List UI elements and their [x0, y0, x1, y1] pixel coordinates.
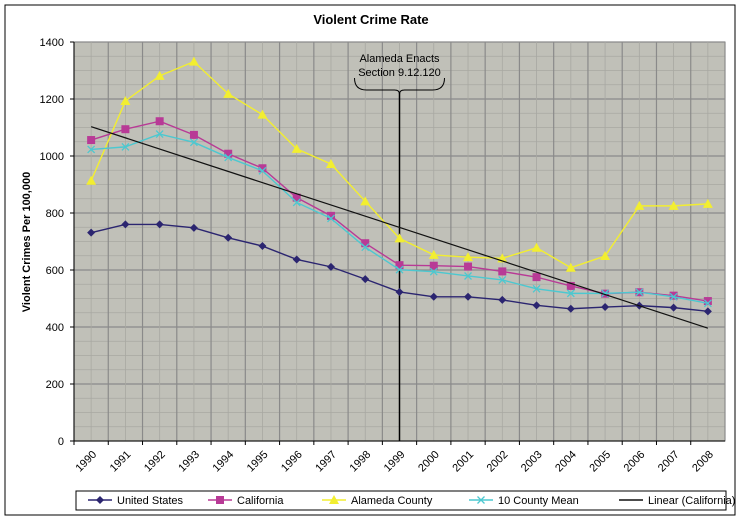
- data-point-united-states: [326, 262, 335, 271]
- data-point-california: [395, 261, 404, 270]
- data-point-united-states: [566, 304, 575, 313]
- legend-marker-united-states: [96, 496, 104, 504]
- legend-marker-alameda-county: [329, 495, 339, 504]
- data-point-alameda-county: [702, 198, 713, 208]
- data-point-united-states: [703, 307, 712, 316]
- data-point-california: [361, 239, 370, 248]
- data-point-united-states: [258, 242, 267, 251]
- data-point-california: [87, 136, 96, 145]
- data-point-10-county-mean: [566, 289, 575, 298]
- data-point-united-states: [464, 292, 473, 301]
- legend-label-10-county-mean: 10 County Mean: [498, 495, 579, 507]
- data-point-united-states: [189, 223, 198, 232]
- data-point-united-states: [155, 220, 164, 229]
- data-point-california: [258, 164, 267, 173]
- data-point-alameda-county: [360, 196, 371, 206]
- data-point-10-county-mean: [87, 145, 96, 154]
- data-point-california: [224, 149, 233, 158]
- data-point-california: [566, 281, 575, 290]
- series-line-linear-california: [90, 126, 709, 329]
- data-point-alameda-county: [600, 251, 611, 261]
- data-point-alameda-county: [565, 262, 576, 272]
- data-point-california: [189, 130, 198, 139]
- legend-marker-10-county-mean: [477, 496, 485, 504]
- data-point-united-states: [224, 233, 233, 242]
- data-point-california: [498, 267, 507, 276]
- data-point-united-states: [669, 303, 678, 312]
- annotation-text-line1: Alameda Enacts: [359, 53, 440, 65]
- data-point-10-county-mean: [361, 243, 370, 252]
- data-point-10-county-mean: [429, 267, 438, 276]
- y-tick-label: 800: [46, 208, 64, 220]
- data-point-california: [532, 273, 541, 282]
- data-point-alameda-county: [154, 70, 165, 80]
- data-point-10-county-mean: [464, 272, 472, 280]
- data-point-united-states: [429, 292, 438, 301]
- legend-label-united-states: United States: [117, 495, 184, 507]
- data-point-10-county-mean: [669, 292, 678, 301]
- legend-box: [75, 490, 727, 511]
- data-point-10-county-mean: [292, 198, 301, 207]
- data-point-alameda-county: [394, 233, 405, 243]
- data-point-united-states: [292, 255, 301, 264]
- chart-title: Violent Crime Rate: [313, 12, 428, 27]
- legend-label-california: California: [237, 495, 284, 507]
- data-point-10-county-mean: [224, 153, 233, 162]
- data-point-california: [292, 193, 301, 202]
- data-point-california: [326, 211, 335, 220]
- legend-label-alameda-county: Alameda County: [351, 495, 433, 507]
- data-point-united-states: [532, 301, 541, 310]
- annotation-text-line2: Section 9.12.120: [358, 67, 441, 79]
- legend-marker-california: [216, 496, 224, 504]
- y-tick-label: 1000: [40, 151, 64, 163]
- data-point-united-states: [498, 295, 507, 304]
- data-point-10-county-mean: [258, 166, 267, 175]
- data-point-california: [121, 125, 130, 134]
- data-point-alameda-county: [531, 242, 542, 252]
- data-point-10-county-mean: [635, 288, 644, 297]
- data-point-united-states: [121, 220, 130, 229]
- data-point-alameda-county: [86, 175, 97, 185]
- y-tick-label: 400: [46, 322, 64, 334]
- y-tick-label: 1200: [40, 94, 64, 106]
- data-point-alameda-county: [223, 88, 234, 98]
- data-point-10-county-mean: [532, 284, 541, 293]
- data-point-alameda-county: [463, 252, 474, 262]
- data-point-california: [669, 291, 678, 300]
- y-tick-label: 0: [58, 436, 64, 448]
- annotation-brace: [354, 77, 445, 95]
- y-tick-label: 600: [46, 265, 64, 277]
- data-point-10-county-mean: [327, 214, 335, 223]
- data-point-alameda-county: [291, 143, 302, 153]
- y-tick-label: 200: [46, 379, 64, 391]
- data-point-10-county-mean: [703, 299, 712, 308]
- legend: United States California Alameda County 10 …: [75, 490, 735, 511]
- data-point-alameda-county: [120, 95, 131, 105]
- data-point-alameda-county: [188, 56, 199, 66]
- data-point-united-states: [601, 303, 610, 312]
- data-point-united-states: [395, 287, 404, 296]
- data-point-10-county-mean: [189, 138, 198, 147]
- data-point-10-county-mean: [121, 142, 130, 151]
- data-point-10-county-mean: [498, 276, 507, 284]
- data-point-10-county-mean: [395, 265, 404, 274]
- data-point-alameda-county: [257, 109, 268, 119]
- y-axis-label: Violent Crimes Per 100,000: [21, 172, 33, 312]
- data-point-california: [464, 262, 473, 271]
- data-point-california: [429, 261, 438, 270]
- legend-label-linear-california: Linear (California): [648, 495, 735, 507]
- data-point-alameda-county: [428, 249, 439, 259]
- data-point-united-states: [87, 228, 96, 237]
- data-point-alameda-county: [668, 200, 679, 210]
- data-point-alameda-county: [634, 200, 645, 210]
- data-point-california: [155, 117, 164, 126]
- data-point-united-states: [361, 275, 370, 284]
- data-point-california: [703, 297, 712, 306]
- y-tick-label: 1400: [40, 37, 64, 49]
- data-point-alameda-county: [325, 158, 336, 168]
- data-point-10-county-mean: [155, 130, 164, 139]
